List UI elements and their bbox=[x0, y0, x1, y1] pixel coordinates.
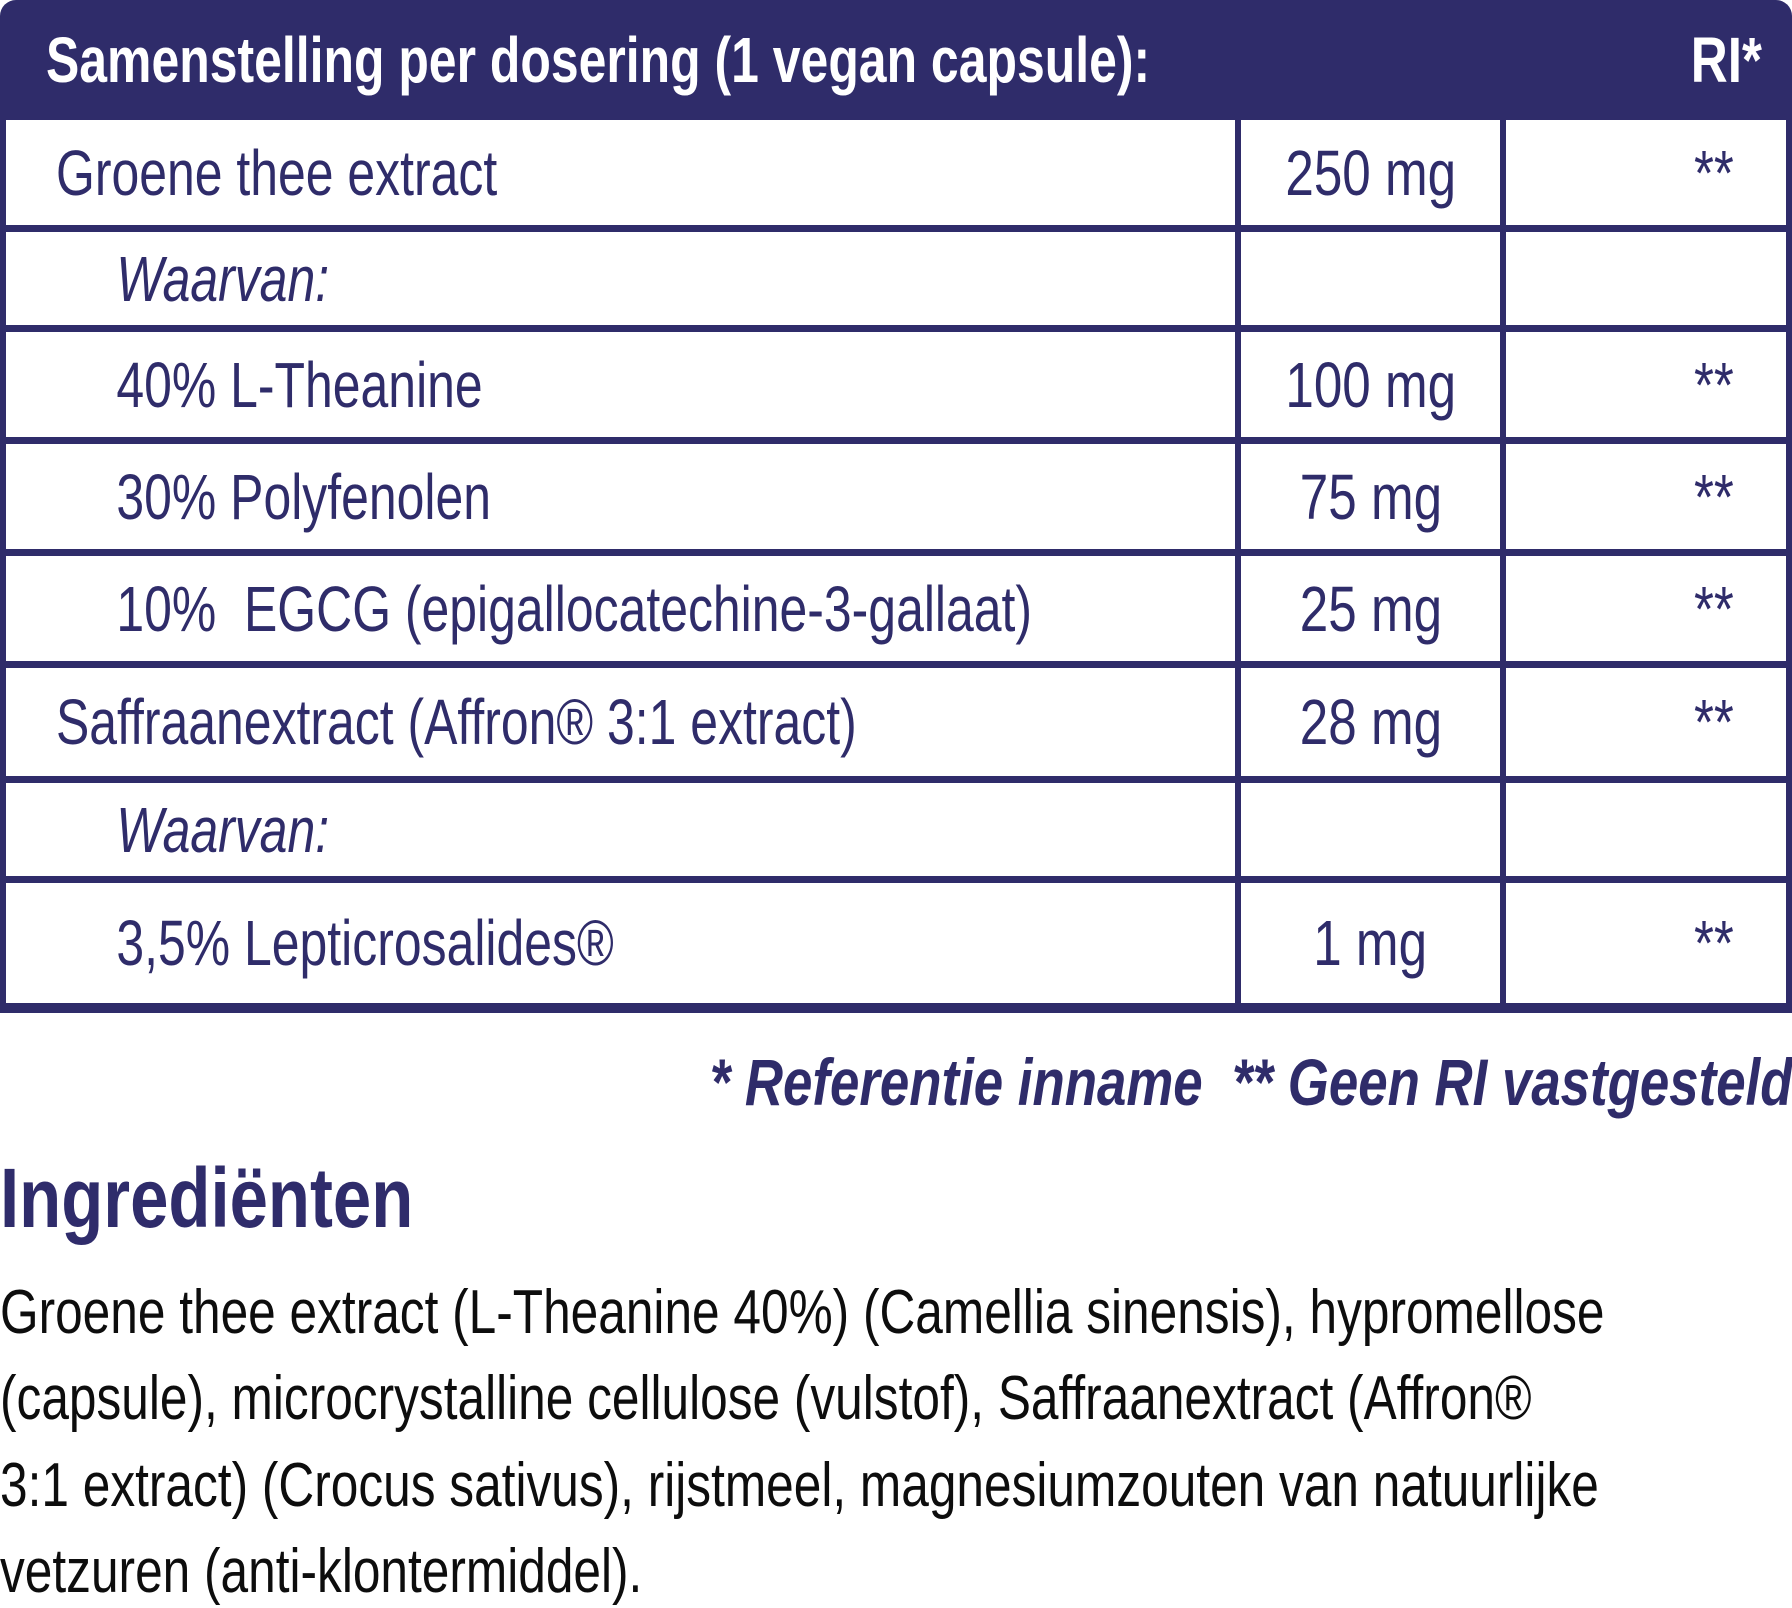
ri-column-header: RI* bbox=[1690, 24, 1762, 96]
table-row: 10% EGCG (epigallocatechine-3-gallaat) 2… bbox=[6, 556, 1786, 668]
ingredient-name: Waarvan: bbox=[116, 242, 330, 315]
ingredients-heading-text: Ingrediënten bbox=[0, 1151, 414, 1246]
table-row: Waarvan: bbox=[6, 783, 1786, 883]
footnote-text: * Referentie inname ** Geen RI vastgeste… bbox=[709, 1045, 1792, 1119]
ingredient-name: 10% EGCG (epigallocatechine-3-gallaat) bbox=[116, 572, 1033, 645]
ingredients-heading: Ingrediënten bbox=[0, 1156, 1792, 1240]
ingredient-name: Waarvan: bbox=[116, 793, 330, 866]
table-row: Saffraanextract (Affron® 3:1 extract) 28… bbox=[6, 668, 1786, 783]
ingredient-ri: ** bbox=[1694, 348, 1734, 421]
ingredient-amount: 75 mg bbox=[1299, 460, 1442, 533]
table-row: 40% L-Theanine 100 mg ** bbox=[6, 332, 1786, 444]
table-row: Waarvan: bbox=[6, 232, 1786, 332]
ingredient-name: 30% Polyfenolen bbox=[116, 460, 492, 533]
ingredient-amount: 250 mg bbox=[1285, 136, 1456, 209]
ingredient-amount: 100 mg bbox=[1285, 348, 1456, 421]
ingredient-ri: ** bbox=[1694, 686, 1734, 758]
table-row: 3,5% Lepticrosalides® 1 mg ** bbox=[6, 883, 1786, 1003]
ingredient-ri: ** bbox=[1694, 460, 1734, 533]
ingredient-ri: ** bbox=[1694, 572, 1734, 645]
ingredient-amount: 28 mg bbox=[1299, 686, 1442, 758]
composition-table: Groene thee extract 250 mg ** Waarvan: 4… bbox=[0, 120, 1792, 1013]
ingredient-name: Saffraanextract (Affron® 3:1 extract) bbox=[56, 686, 857, 758]
ingredient-amount: 1 mg bbox=[1313, 907, 1428, 979]
table-row: Groene thee extract 250 mg ** bbox=[6, 120, 1786, 232]
ingredient-ri: ** bbox=[1694, 136, 1734, 209]
ingredients-text: Groene thee extract (L-Theanine 40%) (Ca… bbox=[0, 1278, 1605, 1606]
composition-table-header: Samenstelling per dosering (1 vegan caps… bbox=[0, 0, 1792, 120]
table-title: Samenstelling per dosering (1 vegan caps… bbox=[46, 24, 1151, 96]
ingredient-amount: 25 mg bbox=[1299, 572, 1442, 645]
table-row: 30% Polyfenolen 75 mg ** bbox=[6, 444, 1786, 556]
reference-intake-footnote: * Referentie inname ** Geen RI vastgeste… bbox=[0, 1043, 1792, 1122]
ingredient-name: 3,5% Lepticrosalides® bbox=[116, 907, 614, 979]
ingredient-ri: ** bbox=[1694, 907, 1734, 979]
ingredient-name: Groene thee extract bbox=[56, 136, 498, 209]
ingredient-name: 40% L-Theanine bbox=[116, 348, 483, 421]
